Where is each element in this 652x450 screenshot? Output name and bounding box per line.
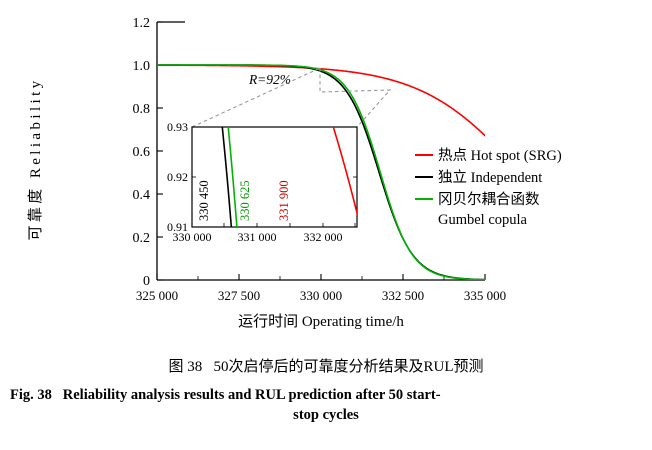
svg-text:330 625: 330 625 [238, 180, 252, 221]
svg-text:0: 0 [143, 274, 150, 289]
svg-text:331 000: 331 000 [238, 230, 277, 244]
svg-text:运行时间 Operating time/h: 运行时间 Operating time/h [238, 313, 404, 330]
svg-text:327 500: 327 500 [218, 288, 260, 303]
svg-text:325 000: 325 000 [136, 288, 178, 303]
svg-text:332 000: 332 000 [304, 230, 343, 244]
svg-text:可靠度 Reliability: 可靠度 Reliability [27, 77, 44, 240]
svg-text:335 000: 335 000 [464, 288, 506, 303]
svg-text:热点 Hot spot (SRG): 热点 Hot spot (SRG) [438, 147, 562, 164]
svg-text:330 000: 330 000 [300, 288, 342, 303]
svg-text:331 900: 331 900 [277, 180, 291, 221]
svg-text:Gumbel copula: Gumbel copula [438, 212, 528, 228]
svg-text:0.4: 0.4 [133, 188, 151, 203]
svg-text:330 000: 330 000 [173, 230, 212, 244]
svg-text:0.92: 0.92 [167, 170, 188, 184]
svg-text:0.93: 0.93 [167, 120, 188, 134]
svg-text:0.2: 0.2 [133, 231, 151, 246]
svg-text:0.8: 0.8 [133, 102, 151, 117]
svg-text:0.6: 0.6 [133, 145, 151, 160]
svg-text:独立 Independent: 独立 Independent [438, 169, 542, 186]
svg-text:R=92%: R=92% [248, 72, 291, 87]
svg-text:332 500: 332 500 [382, 288, 424, 303]
svg-text:330 450: 330 450 [197, 180, 211, 221]
svg-text:冈贝尔耦合函数: 冈贝尔耦合函数 [438, 191, 540, 208]
svg-text:1.2: 1.2 [133, 16, 151, 31]
svg-text:1.0: 1.0 [133, 59, 151, 74]
